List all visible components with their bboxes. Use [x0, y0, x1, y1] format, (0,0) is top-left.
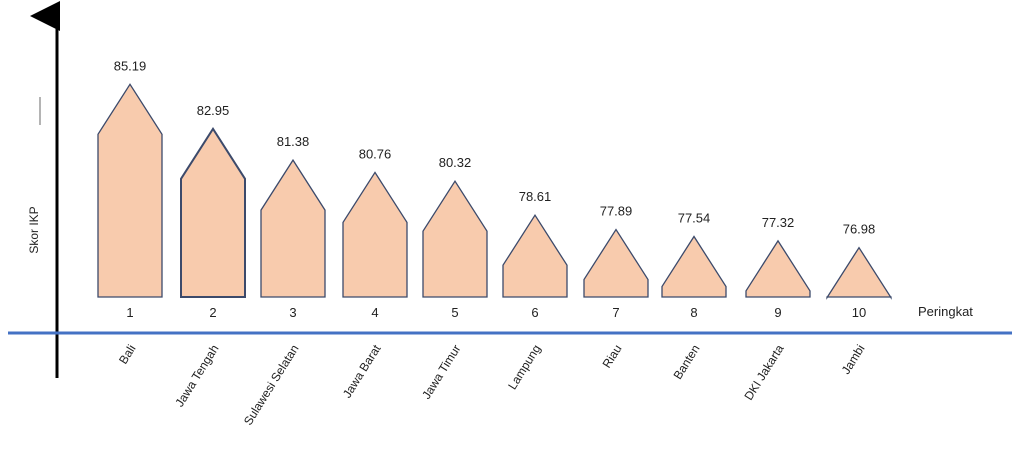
bar-3	[260, 158, 326, 298]
bar-8	[661, 235, 727, 298]
rank-label-10: 10	[852, 305, 866, 320]
value-label-5: 80.32	[439, 155, 472, 170]
value-label-2: 82.95	[197, 103, 230, 118]
rank-label-6: 6	[531, 305, 538, 320]
value-label-8: 77.54	[678, 211, 711, 226]
x-axis-label: Peringkat	[918, 304, 973, 319]
province-label-5: Jawa Timur	[419, 342, 463, 401]
province-label-4: Jawa Barat	[340, 342, 384, 401]
value-label-7: 77.89	[600, 204, 633, 219]
bar-10	[826, 246, 892, 300]
rank-label-3: 3	[289, 305, 296, 320]
bar-9	[745, 239, 811, 298]
rank-label-8: 8	[690, 305, 697, 320]
value-label-1: 85.19	[114, 58, 147, 73]
bar-1	[97, 83, 163, 298]
value-label-9: 77.32	[762, 215, 795, 230]
value-label-6: 78.61	[519, 189, 552, 204]
rank-label-2: 2	[209, 305, 216, 320]
bar-2	[180, 126, 246, 298]
province-label-7: Riau	[600, 342, 625, 370]
bar-4	[342, 171, 408, 298]
value-label-4: 80.76	[359, 146, 392, 161]
rank-label-4: 4	[371, 305, 378, 320]
province-label-9: DKI Jakarta	[741, 342, 786, 403]
bar-6	[502, 214, 568, 298]
rank-label-5: 5	[451, 305, 458, 320]
bar-5	[422, 179, 488, 298]
y-axis-label: Skor IKP	[27, 206, 41, 253]
value-label-3: 81.38	[277, 134, 310, 149]
rank-label-1: 1	[126, 305, 133, 320]
province-label-1: Bali	[116, 342, 138, 366]
rank-label-9: 9	[774, 305, 781, 320]
bars-layer	[97, 83, 892, 300]
province-label-2: Jawa Tengah	[172, 342, 221, 409]
rank-label-7: 7	[612, 305, 619, 320]
province-label-10: Jambi	[839, 342, 868, 377]
value-label-10: 76.98	[843, 222, 876, 237]
province-label-8: Banten	[671, 342, 703, 382]
province-label-3: Sulawesi Selatan	[241, 342, 302, 427]
province-label-6: Lampung	[505, 342, 543, 392]
bar-7	[583, 228, 649, 298]
